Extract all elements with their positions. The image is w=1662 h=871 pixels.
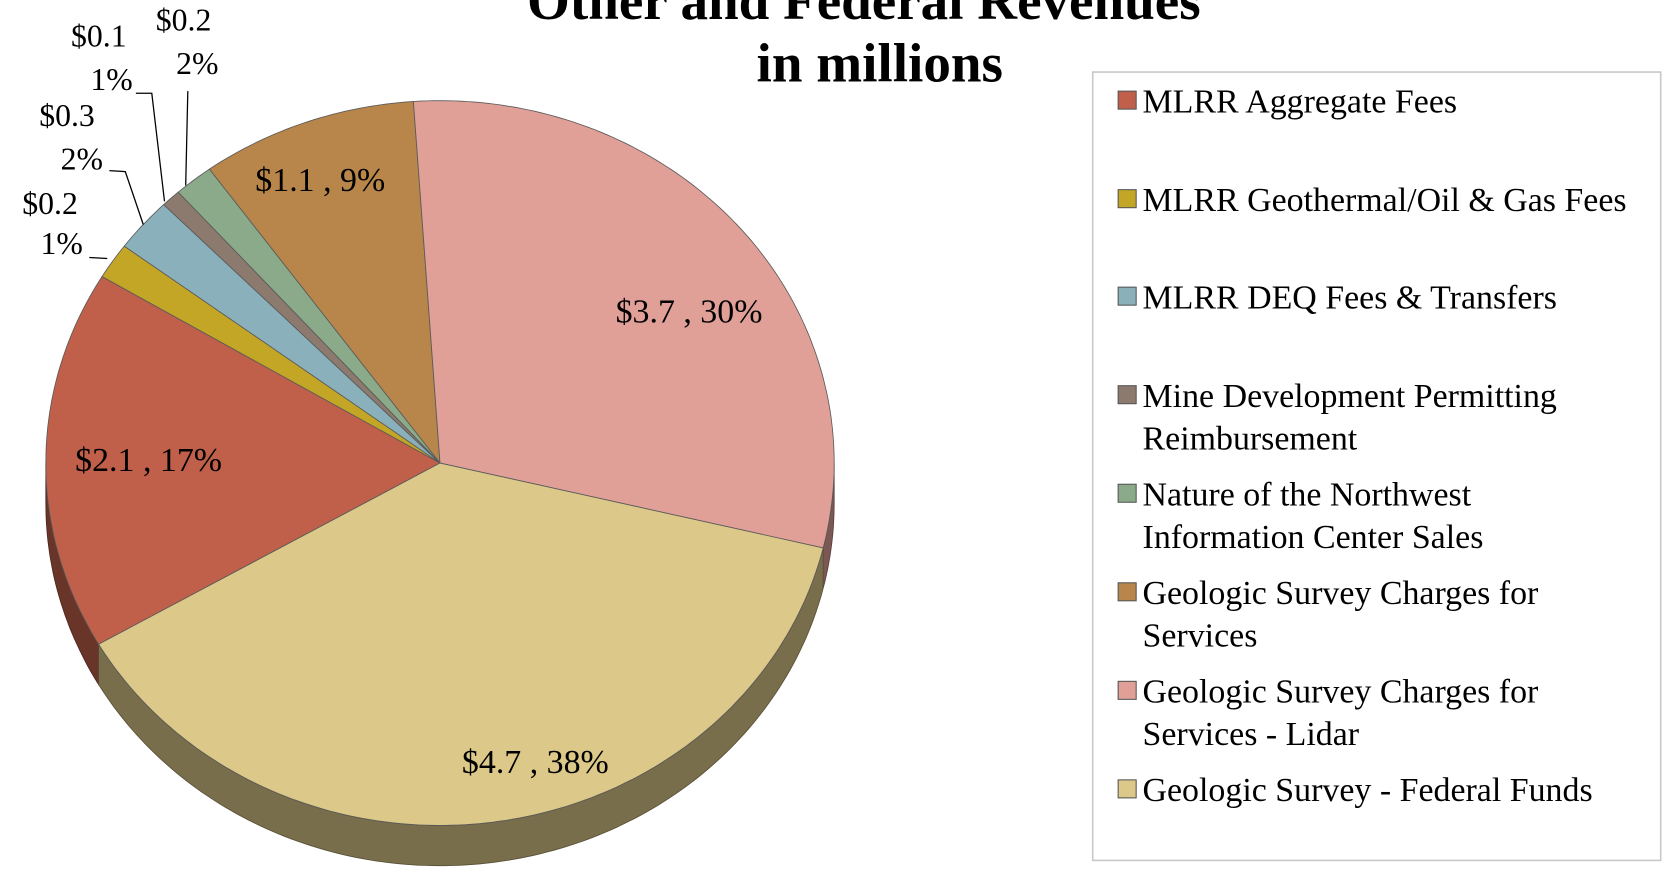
- legend-swatch: [1117, 680, 1137, 700]
- legend-label: Nature of the Northwest Information Cent…: [1142, 474, 1484, 556]
- slice: [208, 101, 441, 465]
- data-label: $3.7 , 30%: [616, 293, 763, 330]
- legend-swatch: [1117, 90, 1137, 110]
- legend-label: MLRR Geothermal/Oil & Gas Fees: [1142, 180, 1627, 219]
- legend-swatch: [1117, 286, 1137, 306]
- data-label: $0.2: [156, 3, 212, 38]
- data-label: 2%: [176, 46, 218, 81]
- slice: [412, 100, 835, 549]
- slice: [101, 245, 441, 464]
- data-label: 1%: [90, 62, 132, 97]
- slice: [45, 275, 441, 645]
- data-label: $0.1: [71, 19, 127, 54]
- slice: [177, 168, 441, 464]
- data-label: $4.7 , 38%: [462, 744, 609, 781]
- legend-swatch: [1117, 385, 1137, 405]
- legend-swatch: [1117, 483, 1137, 503]
- legend-entry: Nature of the Northwest Information Cent…: [1142, 474, 1484, 556]
- data-label: $2.1 , 17%: [75, 442, 222, 479]
- legend-label: Geologic Survey - Federal Funds: [1142, 770, 1593, 809]
- leader-line: [185, 91, 189, 186]
- legend-label: MLRR DEQ Fees & Transfers: [1142, 277, 1557, 316]
- legend-entry: Geologic Survey Charges for Services: [1142, 573, 1539, 654]
- data-label: $1.1 , 9%: [255, 162, 385, 199]
- legend-swatch: [1117, 779, 1137, 799]
- leader-line: [89, 256, 108, 260]
- legend-label: Geologic Survey Charges for Services - L…: [1142, 671, 1539, 753]
- leader-line: [109, 169, 144, 225]
- legend-label: Mine Development Permitting Reimbursemen…: [1142, 376, 1557, 457]
- data-label: 1%: [41, 226, 83, 261]
- legend-swatch: [1117, 189, 1137, 209]
- legend-box: [1091, 71, 1662, 862]
- legend-label: MLRR Aggregate Fees: [1142, 81, 1458, 120]
- chart-subtitle: in millions: [757, 33, 1003, 94]
- legend-label: Geologic Survey Charges for Services: [1142, 573, 1539, 654]
- legend-entry: MLRR DEQ Fees & Transfers: [1142, 277, 1557, 316]
- slice: [97, 462, 824, 826]
- legend-entry: Geologic Survey - Federal Funds: [1142, 770, 1593, 809]
- data-label: $0.3: [39, 98, 95, 133]
- chart-title: Other and Federal Revenues: [527, 0, 1201, 31]
- legend-entry: MLRR Geothermal/Oil & Gas Fees: [1142, 180, 1627, 219]
- leader-line: [135, 92, 166, 202]
- legend-entry: MLRR Aggregate Fees: [1142, 81, 1458, 120]
- data-label: $0.2: [22, 186, 78, 221]
- data-label: 2%: [61, 141, 103, 176]
- legend-entry: Geologic Survey Charges for Services - L…: [1142, 671, 1539, 753]
- legend-entry: Mine Development Permitting Reimbursemen…: [1142, 376, 1557, 457]
- legend-swatch: [1117, 582, 1137, 602]
